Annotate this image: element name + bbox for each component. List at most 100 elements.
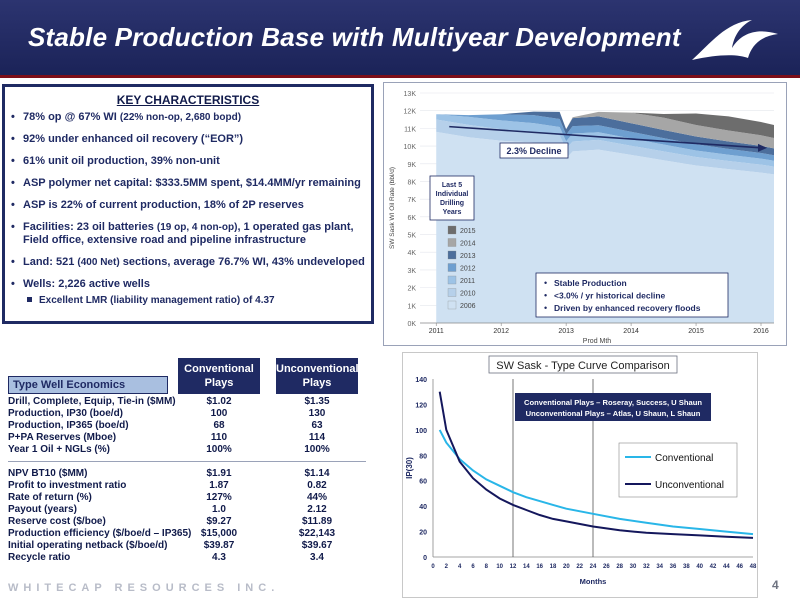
x-tick-label: 40: [696, 564, 703, 570]
arrow-head-icon: [758, 143, 768, 152]
legend-label: 2006: [460, 303, 476, 310]
x-tick-label: 26: [603, 564, 610, 570]
unconventional-value: 130: [308, 408, 326, 419]
bullet-icon: •: [11, 155, 15, 167]
x-tick-label: 32: [643, 564, 650, 570]
table-row: Production efficiency ($/boe/d – IP365) $…: [8, 528, 366, 540]
economics-rows-inputs: Drill, Complete, Equip, Tie-in ($MM) $1.0…: [8, 396, 366, 456]
y-tick-label: 12K: [404, 109, 417, 116]
y-tick-label: 20: [419, 530, 427, 537]
bullet-icon: •: [11, 133, 15, 145]
row-label: Payout (years): [8, 504, 77, 515]
economics-rows-outputs: NPV BT10 ($MM) $1.91 $1.14 Profit to invest…: [8, 468, 366, 564]
legend-title-text: Years: [443, 209, 462, 216]
unconventional-value: $1.14: [304, 468, 330, 479]
line-series-conventional: [438, 429, 754, 536]
x-tick-label: 20: [563, 564, 570, 570]
type-curve-chart: SW Sask - Type Curve Comparison020406080…: [405, 355, 757, 586]
legend: Last 5 Individual Drilling Years 2015 2014 201…: [429, 175, 476, 310]
plays-annotation-text: Unconventional Plays – Atlas, U Shaun, L…: [526, 409, 701, 418]
bullet-icon: •: [11, 221, 15, 233]
decline-label-box: [499, 142, 569, 159]
x-axis-label: Prod Mth: [583, 338, 612, 345]
x-tick-label: 36: [670, 564, 677, 570]
x-tick-label: 22: [576, 564, 583, 570]
table-row: Profit to investment ratio 1.87 0.82: [8, 480, 366, 492]
x-tick-label: 14: [523, 564, 530, 570]
y-axis-label: SW Sask WI Oil Rate (bbl/d): [389, 167, 396, 249]
table-row: NPV BT10 ($MM) $1.91 $1.14: [8, 468, 366, 480]
y-tick-label: 120: [415, 402, 427, 409]
area-series-2015: [436, 111, 774, 138]
x-tick-label: 30: [630, 564, 637, 570]
unconventional-value: 0.82: [307, 480, 327, 491]
key-item-main: Wells: 2,226 active wells: [23, 278, 150, 290]
x-tick-label: 2014: [623, 328, 639, 335]
legend-swatch: [447, 300, 457, 310]
row-label: Production efficiency ($/boe/d – IP365): [8, 528, 192, 539]
legend-label: 2011: [460, 278, 475, 285]
y-tick-label: 0K: [407, 321, 416, 328]
conventional-value: 68: [213, 420, 225, 431]
y-tick-label: 6K: [407, 215, 416, 222]
row-label: Rate of return (%): [8, 492, 92, 503]
y-tick-label: 100: [415, 428, 427, 435]
plays-annotation-text: Conventional Plays – Roseray, Success, U…: [524, 398, 702, 407]
key-item-main: Facilities: 23 oil batteries: [23, 221, 157, 233]
bullet-icon: •: [11, 177, 15, 189]
type-curve-chart-panel: SW Sask - Type Curve Comparison 0 20 40 60 80…: [402, 352, 758, 598]
x-tick-label: 18: [550, 564, 557, 570]
key-characteristics-list: • 78% op @ 67% WI (22% non-op, 2,680 bopd…: [11, 111, 365, 307]
conventional-value: $15,000: [200, 528, 238, 539]
legend-title-text: Last 5: [442, 182, 462, 189]
note-text: Driven by enhanced recovery floods: [554, 303, 701, 313]
bullet-icon: •: [544, 303, 547, 313]
x-tick-label: 16: [536, 564, 543, 570]
y-tick-label: 1K: [407, 303, 416, 310]
table-row: Drill, Complete, Equip, Tie-in ($MM) $1.0…: [8, 396, 366, 408]
x-tick-label: 48: [750, 564, 757, 570]
bullet-icon: •: [11, 278, 15, 290]
x-tick-label: 4: [458, 564, 462, 570]
legend-label: 2014: [460, 241, 476, 248]
key-item: • Facilities: 23 oil batteries (19 op, 4 …: [11, 221, 365, 247]
unconventional-value: $22,143: [298, 528, 336, 539]
y-axis-label: IP(30): [405, 457, 414, 479]
note-text: Stable Production: [554, 278, 627, 288]
table-row: Year 1 Oil + NGLs (%) 100% 100%: [8, 444, 366, 456]
page-number: 4: [772, 578, 779, 592]
x-axis-label: Months: [580, 577, 607, 586]
legend-label: Unconventional: [655, 480, 724, 491]
x-tick-label: 2013: [558, 328, 574, 335]
y-tick-label: 60: [419, 479, 427, 486]
area-series-2013: [436, 111, 774, 156]
table-row: Production, IP365 (boe/d) 68 63: [8, 420, 366, 432]
key-sub-item: Excellent LMR (liability management rati…: [23, 294, 365, 307]
unconventional-value: 44%: [306, 492, 327, 503]
y-tick-label: 4K: [407, 250, 416, 257]
x-tick-label: 0: [431, 564, 435, 570]
conventional-value: 100%: [206, 444, 232, 455]
wave-logo-icon: [692, 20, 778, 60]
y-tick-label: 140: [415, 377, 427, 384]
conventional-value: $1.02: [206, 396, 232, 407]
x-tick-label: 38: [683, 564, 690, 570]
legend-box: [618, 442, 738, 498]
unconventional-value: $11.89: [301, 516, 333, 527]
decline-trend-line: [449, 125, 762, 149]
x-tick-label: 12: [510, 564, 517, 570]
legend-swatch: [447, 288, 457, 297]
conventional-value: 127%: [206, 492, 232, 503]
key-item: • 78% op @ 67% WI (22% non-op, 2,680 bopd…: [11, 111, 365, 124]
unconventional-value: 2.12: [307, 504, 327, 515]
key-item: • 92% under enhanced oil recovery (“EOR”): [11, 133, 365, 146]
conventional-value: 1.87: [209, 480, 229, 491]
table-row: Production, IP30 (boe/d) 100 130: [8, 408, 366, 420]
area-series-2011: [436, 114, 774, 167]
bullet-icon: •: [11, 256, 15, 268]
unconventional-column-header: Unconventional Plays: [276, 358, 359, 394]
legend-title-box: [429, 175, 475, 221]
legend-swatch: [447, 225, 457, 235]
area-series-2010: [436, 119, 774, 175]
y-tick-label: 13K: [404, 91, 417, 98]
